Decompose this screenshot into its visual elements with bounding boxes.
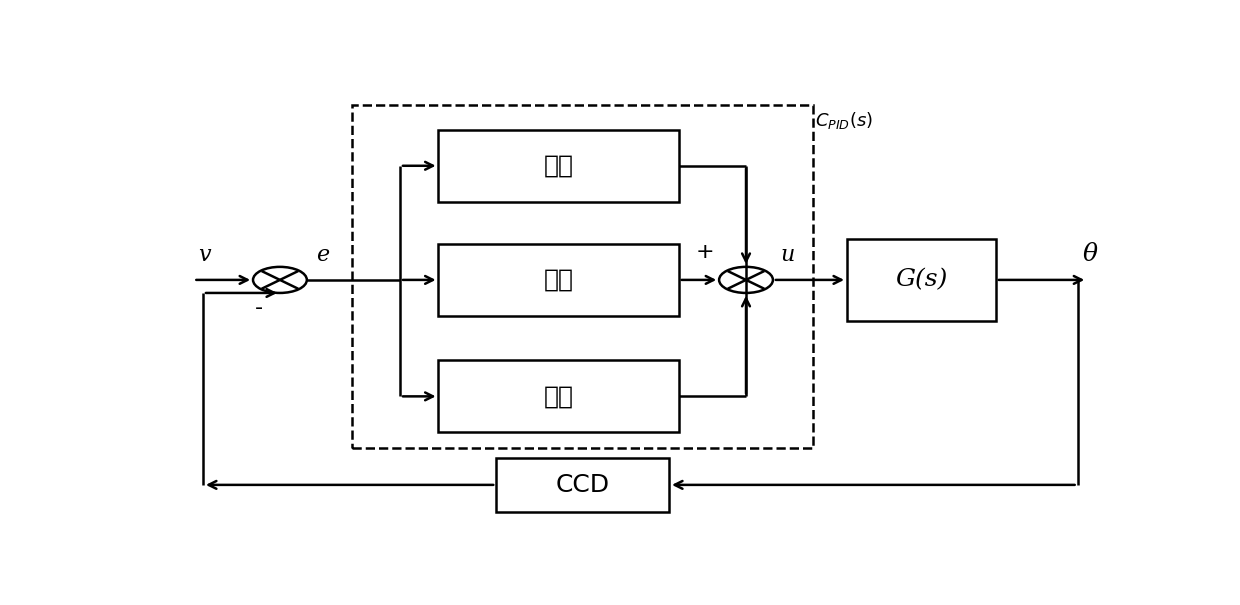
Text: θ: θ [1083,243,1097,266]
Text: $C_{PID}(s)$: $C_{PID}(s)$ [815,110,873,131]
FancyBboxPatch shape [439,360,678,433]
Text: v: v [198,244,211,266]
FancyBboxPatch shape [496,458,670,512]
Text: 微分: 微分 [543,384,574,408]
FancyBboxPatch shape [439,129,678,202]
Text: e: e [316,244,330,266]
Text: -: - [255,298,263,318]
Text: CCD: CCD [556,473,610,497]
Text: u: u [781,244,795,266]
Text: +: + [696,242,714,262]
FancyBboxPatch shape [439,244,678,316]
Text: 积分: 积分 [543,268,574,292]
Text: G(s): G(s) [895,269,947,292]
Text: 比例: 比例 [543,154,574,178]
FancyBboxPatch shape [847,239,996,321]
